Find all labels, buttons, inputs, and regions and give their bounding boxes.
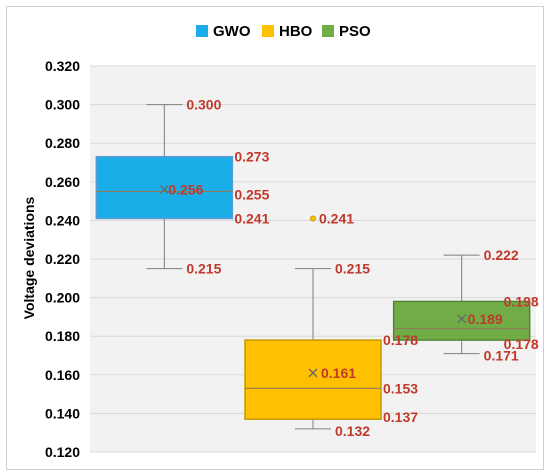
gwo-median-label: 0.255 <box>234 186 269 202</box>
legend-swatch-hbo <box>262 25 274 37</box>
y-tick-label: 0.120 <box>45 444 80 460</box>
pso-min-label: 0.171 <box>484 348 519 364</box>
legend-label-hbo: HBO <box>279 23 313 40</box>
hbo-outlier-point <box>310 215 316 222</box>
y-tick-label: 0.260 <box>45 174 80 190</box>
pso-q3-label: 0.198 <box>504 293 539 309</box>
gwo-mean-label: 0.256 <box>168 182 203 198</box>
y-tick-label: 0.200 <box>45 290 80 306</box>
hbo-mean-label: 0.161 <box>321 365 356 381</box>
y-tick-label: 0.320 <box>45 58 80 74</box>
hbo-q1-label: 0.137 <box>383 409 418 425</box>
hbo-median-label: 0.153 <box>383 380 418 396</box>
gwo-min-label: 0.215 <box>186 261 221 277</box>
y-tick-label: 0.140 <box>45 405 80 421</box>
y-tick-label: 0.160 <box>45 367 80 383</box>
hbo-min-label: 0.132 <box>335 423 370 439</box>
y-tick-label: 0.300 <box>45 97 80 113</box>
hbo-outlier-label: 0.241 <box>319 210 354 226</box>
gwo-box <box>95 155 234 220</box>
hbo-mean-marker <box>308 368 318 378</box>
y-axis-ticks: 0.120 0.140 0.160 0.180 0.200 0.220 0.240 0.260… <box>45 58 80 460</box>
legend-label-pso: PSO <box>339 23 371 40</box>
y-axis-label: Voltage deviations <box>21 196 37 319</box>
hbo-box <box>244 339 382 420</box>
legend-label-gwo: GWO <box>213 23 251 40</box>
pso-mean-marker <box>457 314 467 324</box>
boxes <box>95 104 531 430</box>
gwo-max-label: 0.300 <box>186 97 221 113</box>
pso-max-label: 0.222 <box>484 247 519 263</box>
gwo-mean-marker <box>159 185 169 194</box>
y-tick-label: 0.180 <box>45 328 80 344</box>
y-tick-label: 0.220 <box>45 251 80 267</box>
pso-box <box>392 300 531 341</box>
y-tick-label: 0.240 <box>45 212 80 228</box>
data-labels: 0.300 0.273 0.256 0.255 0.241 0.215 0.241 0.215… <box>168 97 539 439</box>
hbo-q3-label: 0.178 <box>383 332 418 348</box>
gwo-q1-label: 0.241 <box>234 210 269 226</box>
pso-q1-label: 0.178 <box>504 336 539 352</box>
hbo-max-label: 0.215 <box>335 261 370 277</box>
pso-mean-label: 0.189 <box>468 311 503 327</box>
legend-swatch-pso <box>322 25 334 37</box>
y-tick-label: 0.280 <box>45 135 80 151</box>
legend: GWO HBO PSO <box>196 23 371 40</box>
gwo-q3-label: 0.273 <box>234 149 269 165</box>
legend-swatch-gwo <box>196 25 208 37</box>
